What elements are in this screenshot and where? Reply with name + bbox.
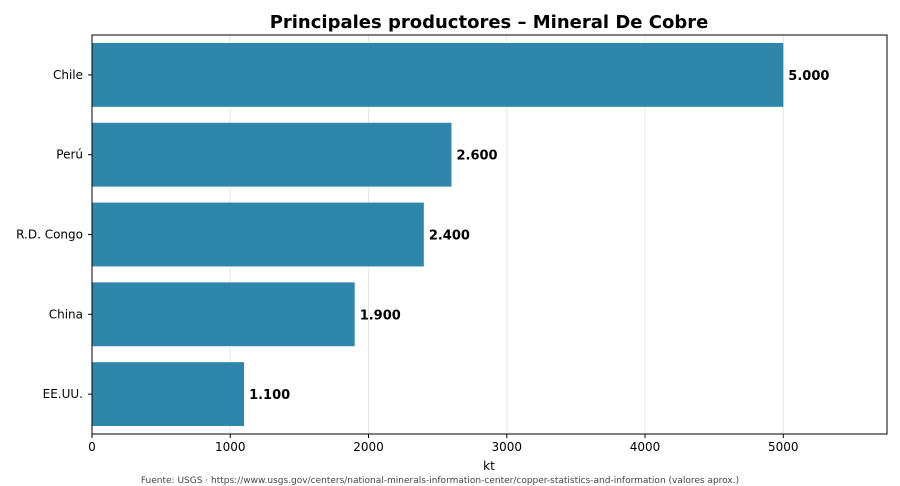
category-label: R.D. Congo: [16, 228, 83, 242]
x-axis: 0 1000 2000 3000 4000 5000: [88, 434, 799, 454]
x-tick-label: 2000: [353, 440, 384, 454]
bar: [92, 202, 424, 267]
x-tick-label: 0: [88, 440, 96, 454]
category-label: China: [49, 307, 83, 321]
value-label: 5.000: [788, 69, 829, 84]
x-tick-label: 5000: [768, 440, 799, 454]
x-axis-label: kt: [483, 459, 495, 473]
x-tick-label: 3000: [492, 440, 523, 454]
value-label: 2.600: [456, 149, 497, 164]
category-label: Perú: [56, 148, 83, 162]
bar: [92, 122, 452, 187]
x-tick-label: 1000: [215, 440, 246, 454]
source-note: Fuente: USGS · https://www.usgs.gov/cent…: [141, 476, 739, 486]
category-label: EE.UU.: [43, 387, 83, 401]
y-axis: Chile Perú R.D. Congo China EE.UU.: [16, 68, 92, 401]
bar: [92, 362, 245, 427]
category-label: Chile: [53, 68, 83, 82]
bar: [92, 282, 355, 347]
chart-title: Principales productores – Mineral De Cob…: [270, 12, 709, 33]
value-label: 2.400: [429, 229, 470, 244]
value-label: 1.900: [360, 308, 401, 323]
value-label: 1.100: [249, 388, 290, 403]
x-tick-label: 4000: [630, 440, 661, 454]
bar: [92, 42, 784, 107]
bars: 5.000 2.600 2.400 1.900 1.100: [92, 42, 829, 427]
